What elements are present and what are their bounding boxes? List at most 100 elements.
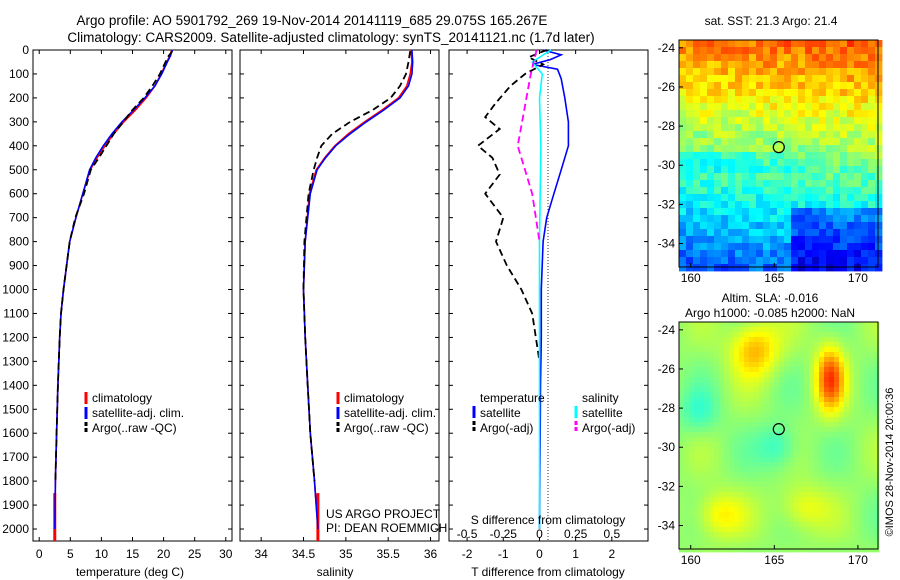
- x-tick-label-top: -0.5: [457, 527, 478, 541]
- difference-xlabel-top: S difference from climatology: [471, 513, 626, 527]
- legend-label: Argo(..raw -QC): [92, 421, 177, 435]
- legend-label: satellite: [480, 406, 521, 420]
- y-tick-label: 900: [9, 259, 29, 273]
- map-x-tick-label: 165: [764, 553, 784, 567]
- y-tick-label: 1400: [2, 378, 29, 392]
- map-y-tick-label: -32: [658, 479, 676, 493]
- x-tick-label: 30: [219, 547, 233, 561]
- difference-legend: temperaturesatelliteArgo(-adj)salinitysa…: [472, 391, 635, 435]
- legend-label: temperature: [480, 391, 545, 405]
- map-y-tick-label: -24: [658, 323, 676, 337]
- argo-position-marker: [772, 423, 785, 436]
- legend-label: Argo(-adj): [582, 421, 635, 435]
- salinity-series-2: [302, 51, 412, 482]
- y-tick-label: 200: [9, 91, 29, 105]
- map-field: [679, 40, 883, 272]
- sla-map-panel: Altim. SLA: -0.016 Argo h1000: -0.085 h2…: [658, 291, 880, 567]
- legend-label: salinity: [582, 391, 619, 405]
- credit-text: ©IMOS 28-Nov-2014 20:00:36: [884, 388, 896, 537]
- y-tick-label: 1100: [3, 306, 29, 320]
- y-tick-label: 1600: [2, 426, 29, 440]
- map-y-tick-label: -28: [658, 401, 676, 415]
- map-y-tick-label: -26: [658, 362, 676, 376]
- legend-label: satellite-adj. clim.: [344, 406, 436, 420]
- project-line2: PI: DEAN ROEMMICH: [326, 521, 447, 535]
- figure-title-line1: Argo profile: AO 5901792_269 19-Nov-2014…: [77, 13, 548, 28]
- y-tick-label: 2000: [2, 522, 29, 536]
- legend-label: satellite: [582, 406, 623, 420]
- sla-map-title1: Altim. SLA: -0.016: [722, 291, 819, 305]
- x-tick-label-top: 0: [536, 527, 543, 541]
- legend-label: Argo(-adj): [480, 421, 533, 435]
- map-x-tick-label: 170: [848, 553, 868, 567]
- argo-position-marker: [772, 141, 785, 154]
- figure-title-line2: Climatology: CARS2009. Satellite-adjuste…: [67, 30, 594, 45]
- sst-map-panel: sat. SST: 21.3 Argo: 21.4 160 165 170 -24 -2…: [658, 14, 883, 285]
- map-x-tick-label: 170: [848, 271, 868, 285]
- map-y-tick-label: -24: [658, 41, 676, 55]
- legend-label: climatology: [344, 391, 404, 405]
- project-line1: US ARGO PROJECT: [326, 507, 441, 521]
- y-tick-label: 1300: [2, 354, 29, 368]
- x-tick-label: 20: [157, 547, 171, 561]
- y-tick-label: 1700: [2, 450, 29, 464]
- x-tick-label-top: 0.5: [603, 527, 620, 541]
- y-tick-label: 1500: [2, 402, 29, 416]
- x-tick-label: 0: [536, 547, 543, 561]
- x-tick-label-top: -0.25: [490, 527, 518, 541]
- x-tick-label: 15: [126, 547, 140, 561]
- temperature-xlabel: temperature (deg C): [76, 565, 184, 579]
- map-y-tick-label: -28: [658, 119, 676, 133]
- x-tick-label: 25: [188, 547, 202, 561]
- map-frame: [678, 321, 879, 550]
- difference-series-0: [531, 49, 570, 530]
- x-tick-label: 35: [339, 547, 353, 561]
- difference-series-1: [476, 49, 548, 362]
- temperature-panel: 0100200300400500600700800900100011001200…: [2, 43, 232, 579]
- y-tick-label: 500: [9, 163, 29, 177]
- map-x-tick-label: 160: [681, 553, 701, 567]
- y-tick-label: 100: [9, 67, 29, 81]
- map-y-tick-label: -34: [658, 237, 676, 251]
- x-tick-label: -2: [462, 547, 473, 561]
- x-tick-label: 36: [424, 547, 438, 561]
- map-y-tick-label: -34: [658, 519, 676, 533]
- x-tick-label: 2: [608, 547, 615, 561]
- map-field: [679, 322, 880, 553]
- x-tick-label: -1: [498, 547, 509, 561]
- legend-label: climatology: [92, 391, 152, 405]
- x-tick-label: 5: [67, 547, 74, 561]
- salinity-series-0: [302, 49, 413, 530]
- difference-panel: -2 -1 0 1 2 -0.5 -0.25 0 0.25 0.5 S difference fr…: [448, 49, 649, 579]
- salinity-series-1: [302, 49, 414, 530]
- sst-map-title: sat. SST: 21.3 Argo: 21.4: [705, 14, 838, 28]
- map-x-tick-label: 160: [681, 271, 701, 285]
- difference-series-3: [516, 49, 541, 242]
- x-tick-label-top: 0.25: [564, 527, 588, 541]
- salinity-xlabel: salinity: [317, 565, 354, 579]
- y-tick-label: 400: [9, 139, 29, 153]
- x-tick-label: 34: [254, 547, 268, 561]
- y-tick-label: 300: [9, 115, 29, 129]
- map-y-tick-label: -32: [658, 197, 676, 211]
- sla-map-title2: Argo h1000: -0.085 h2000: NaN: [685, 306, 855, 320]
- y-tick-label: 1000: [2, 283, 29, 297]
- map-y-tick-label: -30: [658, 440, 676, 454]
- salinity-panel: 34 34.5 35 35.5 36 salinity climatologysatel…: [239, 49, 447, 579]
- x-tick-label: 1: [572, 547, 579, 561]
- map-y-tick-label: -30: [658, 158, 676, 172]
- difference-axes-box: [448, 49, 649, 542]
- y-tick-label: 0: [22, 43, 29, 57]
- y-tick-label: 600: [9, 187, 29, 201]
- y-tick-label: 1900: [2, 498, 29, 512]
- y-tick-label: 800: [9, 235, 29, 249]
- legend-label: satellite-adj. clim.: [92, 406, 184, 420]
- temperature-series-0: [54, 49, 173, 530]
- y-tick-label: 700: [9, 211, 29, 225]
- map-y-tick-label: -26: [658, 80, 676, 94]
- salinity-axes-box: [239, 49, 440, 542]
- map-frame: [678, 39, 879, 268]
